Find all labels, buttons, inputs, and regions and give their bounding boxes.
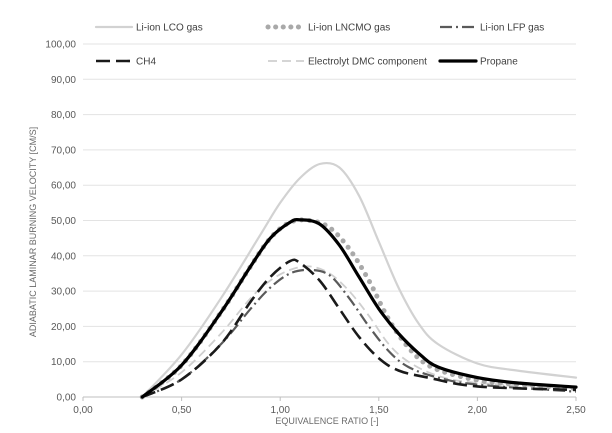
x-tick-label: 0,00: [73, 405, 93, 416]
y-tick-label: 40,00: [51, 251, 76, 262]
y-tick-label: 30,00: [51, 287, 76, 298]
series-line-propane: [140, 218, 578, 399]
y-tick-label: 10,00: [51, 357, 76, 368]
y-tick-label: 100,00: [45, 40, 76, 51]
legend-label: Electrolyt DMC component: [308, 57, 427, 68]
gridlines: [83, 43, 576, 363]
x-tick-label: 1,00: [270, 405, 290, 416]
y-tick-label: 60,00: [51, 181, 76, 192]
y-tick-label: 80,00: [51, 110, 76, 121]
x-tick-label: 1,50: [369, 405, 389, 416]
series-line-li-ion-lco-gas: [141, 161, 578, 399]
y-tick-label: 90,00: [51, 75, 76, 86]
legend-label: Li-ion LNCMO gas: [308, 23, 390, 34]
legend: Li-ion LCO gas Li-ion LNCMO gas Li-ion LFP…: [94, 23, 544, 68]
x-tick-label: 2,50: [566, 405, 586, 416]
y-tick-label: 20,00: [51, 322, 76, 333]
legend-label: Li-ion LCO gas: [136, 23, 203, 34]
y-tick-label: 50,00: [51, 216, 76, 227]
x-axis-label: EQUIVALENCE RATIO [-]: [275, 416, 378, 426]
axes: 0,00 10,00 20,00 30,00 40,00 50,00 60,00 70,00 8…: [45, 40, 586, 417]
y-axis-label: ADIABATIC LAMINAR BURNING VELOCITY [CM/S…: [28, 127, 38, 337]
x-tick-label: 0,50: [172, 405, 192, 416]
legend-label: Li-ion LFP gas: [480, 23, 544, 34]
legend-label: Propane: [480, 57, 518, 68]
x-tick-label: 2,00: [468, 405, 488, 416]
series-line-ch4: [141, 258, 577, 399]
series-lines: [139, 161, 579, 400]
legend-label: CH4: [136, 57, 156, 68]
series-line-li-ion-lncmo-gas: [139, 217, 579, 400]
series-line-electrolyt-dmc-component: [141, 265, 577, 398]
y-tick-label: 0,00: [57, 393, 77, 404]
y-tick-label: 70,00: [51, 145, 76, 156]
